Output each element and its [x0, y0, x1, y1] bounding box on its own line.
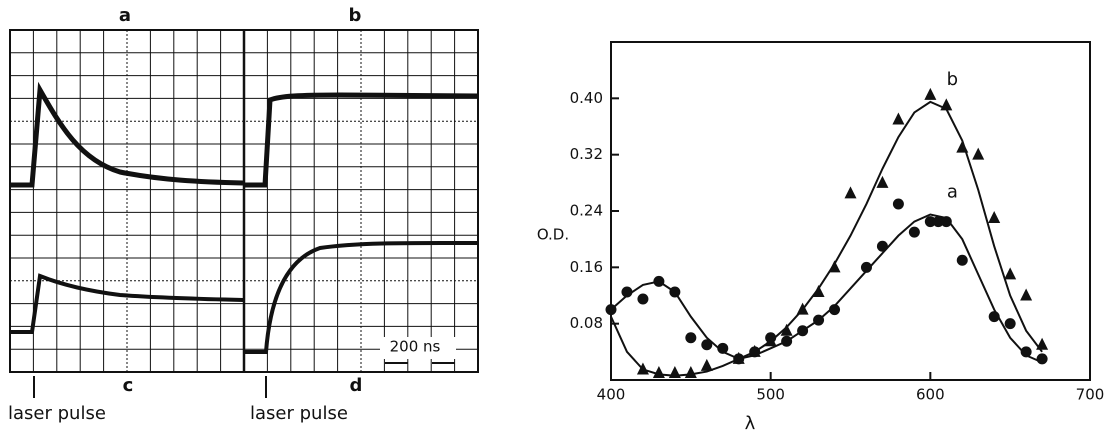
point — [653, 276, 664, 287]
y-tick-label: 0.40 — [570, 89, 603, 107]
point — [924, 88, 936, 100]
panel-label: d — [350, 375, 363, 396]
point — [988, 211, 1000, 223]
point — [1004, 267, 1016, 279]
plot-frame — [611, 42, 1090, 380]
point — [606, 304, 617, 315]
point — [813, 285, 825, 297]
oscillogram: a b c d laser pulse laser pulse 200 ns — [8, 5, 478, 424]
trace-a — [10, 90, 243, 185]
point — [701, 359, 713, 371]
panel-label: c — [123, 375, 134, 396]
timescale-label: 200 ns — [390, 338, 441, 356]
point — [1021, 346, 1032, 357]
point — [940, 98, 952, 110]
point — [797, 325, 808, 336]
point — [892, 112, 904, 124]
point — [685, 332, 696, 343]
x-tick-label: 600 — [916, 386, 945, 404]
point — [1036, 338, 1048, 350]
series-label: a — [947, 182, 958, 203]
point — [861, 262, 872, 273]
panel-label: b — [349, 5, 362, 26]
point — [845, 186, 857, 198]
panel-label: a — [119, 5, 131, 26]
x-tick-label: 700 — [1076, 386, 1105, 404]
point — [717, 343, 728, 354]
point — [669, 366, 681, 378]
point — [1020, 289, 1032, 301]
y-axis-label: O.D. — [537, 226, 569, 244]
point — [941, 216, 952, 227]
x-axis-label: λ — [745, 413, 756, 434]
point — [893, 198, 904, 209]
point — [829, 304, 840, 315]
point — [813, 315, 824, 326]
y-tick-label: 0.16 — [570, 258, 603, 276]
x-tick-label: 500 — [756, 386, 785, 404]
point — [1005, 318, 1016, 329]
point — [653, 366, 665, 378]
page: {"oscillogram": {"panel_labels": ["a", "… — [0, 0, 1120, 438]
point — [989, 311, 1000, 322]
screen-grid — [10, 30, 478, 372]
point — [781, 336, 792, 347]
point — [957, 255, 968, 266]
point — [956, 141, 968, 153]
point — [909, 227, 920, 238]
trigger-label: laser pulse — [250, 403, 348, 424]
point — [621, 286, 632, 297]
point — [1037, 353, 1048, 364]
fit-curve — [611, 102, 1042, 376]
point — [637, 294, 648, 305]
x-tick-label: 400 — [597, 386, 626, 404]
point — [669, 286, 680, 297]
figure: a b c d laser pulse laser pulse 200 ns O… — [0, 0, 1120, 438]
y-tick-label: 0.32 — [570, 145, 603, 163]
point — [972, 148, 984, 160]
series-label: b — [947, 69, 958, 90]
y-tick-label: 0.08 — [570, 314, 603, 332]
point — [701, 339, 712, 350]
y-tick-label: 0.24 — [570, 202, 603, 220]
point — [877, 241, 888, 252]
spectrum-chart: O.D. λ 400 500 600 700 0.08 0.16 0.24 0.32 0.40 a… — [537, 42, 1104, 434]
point — [829, 260, 841, 272]
trigger-label: laser pulse — [8, 403, 106, 424]
point — [685, 366, 697, 378]
